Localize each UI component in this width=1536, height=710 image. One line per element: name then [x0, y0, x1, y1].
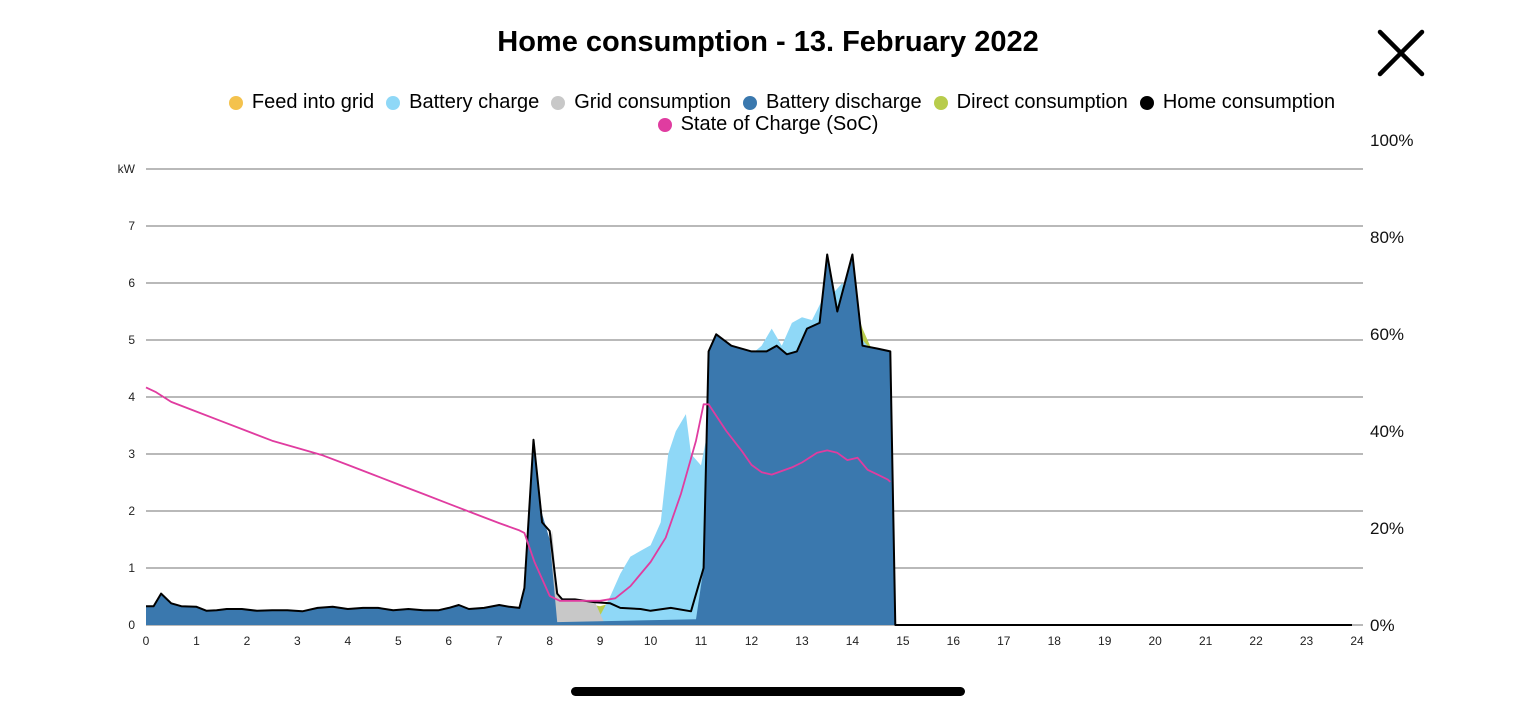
x-tick-label: 14: [846, 634, 860, 648]
x-tick-label: 12: [745, 634, 759, 648]
y-tick-label: 0: [128, 618, 135, 632]
x-tick-label: 13: [795, 634, 809, 648]
legend-item-battery-charge[interactable]: Battery charge: [386, 91, 539, 114]
legend-item-grid-consumption[interactable]: Grid consumption: [551, 91, 731, 114]
y2-tick-label: 20%: [1370, 519, 1404, 538]
legend-label: Home consumption: [1162, 91, 1336, 113]
legend-label: Battery discharge: [765, 91, 922, 113]
line-series: [145, 253, 1352, 626]
x-tick-label: 2: [244, 634, 251, 648]
x-tick-label: 7: [496, 634, 503, 648]
y-tick-label: 4: [128, 390, 135, 404]
legend-item-battery-discharge[interactable]: Battery discharge: [742, 91, 922, 114]
x-tick-label: 21: [1199, 634, 1213, 648]
legend-swatch: [933, 95, 948, 110]
legend-row: State of Charge (SoC): [0, 113, 1536, 136]
area-series: [146, 254, 896, 625]
y-tick-label: 6: [128, 276, 135, 290]
x-tick-label: 22: [1249, 634, 1263, 648]
legend-label: State of Charge (SoC): [680, 113, 879, 135]
y2-tick-label: 60%: [1370, 325, 1404, 344]
series-line-state-of-charge-soc: [145, 386, 891, 602]
y-tick-label: 5: [128, 333, 135, 347]
x-tick-label: 18: [1048, 634, 1062, 648]
x-tick-label: 10: [644, 634, 658, 648]
legend-swatch: [1139, 95, 1154, 110]
y-tick-label: kW: [118, 162, 136, 176]
x-tick-label: 0: [143, 634, 150, 648]
home-indicator: [571, 687, 965, 696]
chart-title: Home consumption - 13. February 2022: [497, 26, 1039, 58]
y-tick-label: 7: [128, 219, 135, 233]
x-tick-label: 11: [695, 634, 708, 648]
x-tick-label: 5: [395, 634, 402, 648]
x-tick-label: 1: [193, 634, 200, 648]
x-tick-label: 9: [597, 634, 604, 648]
x-tick-label: 4: [344, 634, 351, 648]
series-area-battery-discharge: [146, 254, 896, 625]
legend-item-feed-into-grid[interactable]: Feed into grid: [228, 91, 375, 114]
x-tick-label: 24: [1350, 634, 1364, 648]
legend-swatch: [551, 95, 566, 110]
legend-swatch: [742, 95, 757, 110]
y-tick-label: 2: [128, 504, 135, 518]
legend-label: Battery charge: [409, 91, 540, 113]
legend-label: Feed into grid: [251, 91, 375, 113]
x-tick-label: 3: [294, 634, 301, 648]
x-tick-label: 17: [997, 634, 1011, 648]
x-tick-label: 23: [1300, 634, 1314, 648]
y-tick-label: 3: [128, 447, 135, 461]
legend-swatch: [657, 117, 672, 132]
y2-tick-label: 0%: [1370, 616, 1395, 635]
legend-item-direct-consumption[interactable]: Direct consumption: [933, 91, 1128, 114]
legend-swatch: [228, 95, 243, 110]
x-tick-label: 20: [1148, 634, 1162, 648]
legend-label: Direct consumption: [956, 91, 1128, 113]
legend-item-state-of-charge[interactable]: State of Charge (SoC): [657, 113, 879, 136]
y2-tick-label: 100%: [1370, 131, 1413, 150]
close-x-icon: [1377, 29, 1425, 77]
x-tick-label: 16: [947, 634, 961, 648]
series-line-home-consumption: [146, 253, 1352, 626]
x-tick-label: 19: [1098, 634, 1112, 648]
x-tick-label: 8: [546, 634, 553, 648]
y-tick-label: 1: [128, 561, 135, 575]
legend-swatch: [386, 95, 401, 110]
x-tick-label: 15: [896, 634, 910, 648]
y2-tick-label: 40%: [1370, 422, 1404, 441]
legend-label: Grid consumption: [574, 91, 731, 113]
legend-row: Feed into grid Battery charge Grid consu…: [0, 91, 1536, 114]
x-tick-label: 6: [445, 634, 452, 648]
legend-item-home-consumption[interactable]: Home consumption: [1139, 91, 1336, 114]
y2-tick-label: 80%: [1370, 228, 1404, 247]
close-button[interactable]: [1372, 24, 1430, 82]
